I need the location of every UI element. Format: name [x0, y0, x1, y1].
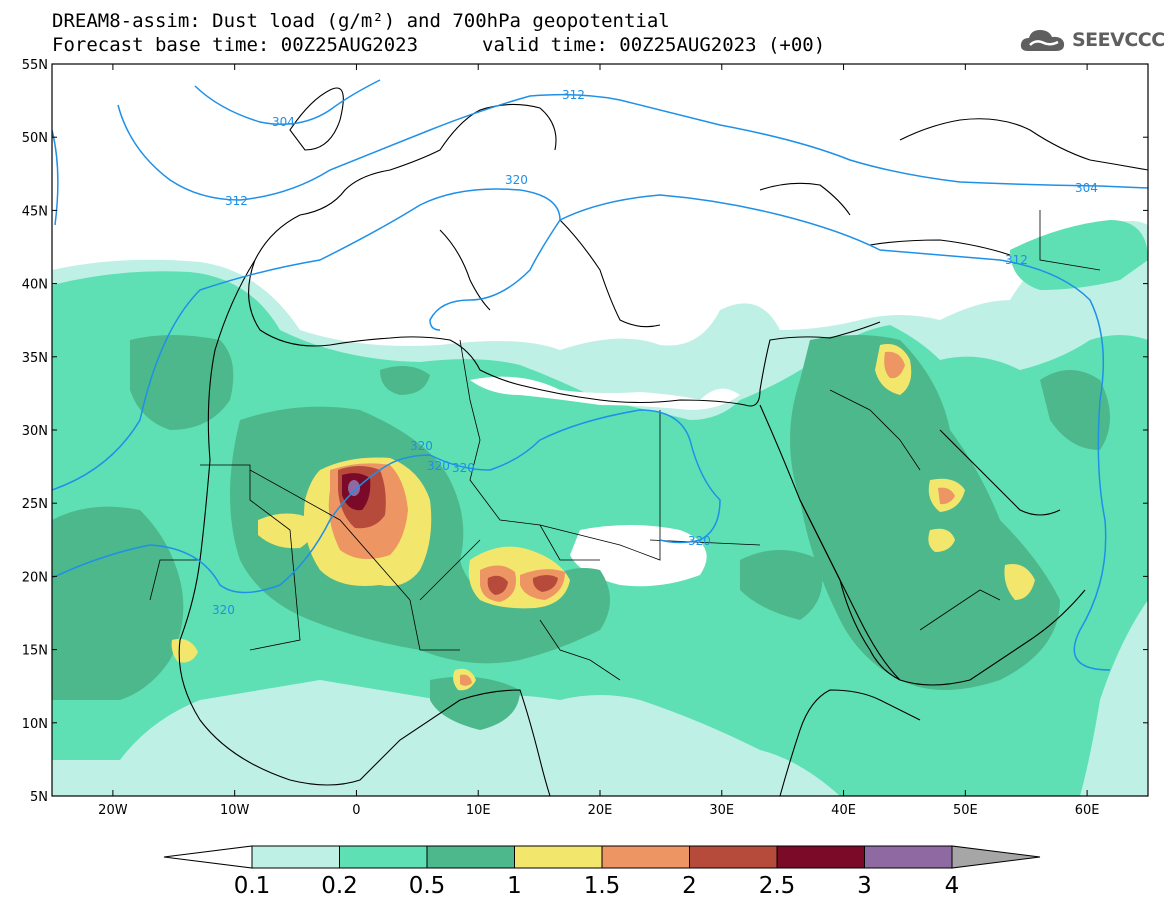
contour-label: 320: [212, 603, 235, 617]
lon-tick-label: 60E: [1075, 803, 1100, 818]
colorbar-label: 0.2: [321, 873, 358, 899]
colorbar-swatch: [514, 845, 603, 869]
colorbar-swatch: [426, 845, 515, 869]
colorbar-arrow-left: [163, 845, 253, 869]
contour-label: 312: [1005, 253, 1028, 267]
colorbar-label: 2: [682, 873, 697, 899]
contour-label: 312: [225, 194, 248, 208]
lon-tick-label: 50E: [953, 803, 978, 818]
lat-tick-label: 45N: [22, 204, 48, 219]
base-time: Forecast base time: 00Z25AUG2023: [52, 34, 419, 56]
latitude-axis: 55N 50N 45N 40N 35N 30N 25N 20N 15N 10N 5N: [22, 58, 1148, 805]
colorbar-label: 1.5: [584, 873, 621, 899]
longitude-axis: 20W 10W 0 10E 20E 30E 40E 50E 60E: [98, 64, 1099, 818]
valid-time: valid time: 00Z25AUG2023 (+00): [482, 34, 826, 56]
colorbar-swatch: [864, 845, 953, 869]
lat-tick-label: 5N: [30, 790, 48, 805]
colorbar-swatch: [339, 845, 428, 869]
lat-tick-label: 55N: [22, 58, 48, 73]
colorbar-label: 1: [507, 873, 522, 899]
seevccc-logo: SEEVCCC: [1018, 24, 1165, 56]
contour-label: 304: [272, 115, 295, 129]
colorbar-swatch: [776, 845, 865, 869]
coastlines: [178, 87, 1148, 796]
lat-tick-label: 25N: [22, 497, 48, 512]
lon-tick-label: 0: [352, 803, 360, 818]
cloud-icon: [1020, 30, 1065, 51]
colorbar: 0.1 0.2 0.5 1 1.5 2 2.5 3 4: [163, 845, 1041, 899]
lat-tick-label: 30N: [22, 424, 48, 439]
colorbar-label: 0.1: [234, 873, 271, 899]
lon-tick-label: 40E: [831, 803, 856, 818]
lat-tick-label: 50N: [22, 131, 48, 146]
lon-tick-label: 20W: [98, 803, 128, 818]
colorbar-arrow-right: [951, 845, 1041, 869]
colorbar-swatch: [689, 845, 778, 869]
contour-label: 304: [1075, 181, 1098, 195]
lat-tick-label: 10N: [22, 717, 48, 732]
colorbar-swatch: [601, 845, 690, 869]
colorbar-label: 3: [857, 873, 872, 899]
lat-tick-label: 20N: [22, 570, 48, 585]
contour-labels: 304 312 320 312 320 320 320 320 320 312 …: [212, 88, 1098, 617]
contour-label: 320: [688, 534, 711, 548]
country-borders: [149, 210, 1101, 681]
colorbar-label: 0.5: [409, 873, 446, 899]
lat-tick-label: 15N: [22, 644, 48, 659]
lon-tick-label: 20E: [588, 803, 613, 818]
colorbar-label: 4: [945, 873, 960, 899]
colorbar-label: 2.5: [759, 873, 796, 899]
lon-tick-label: 10E: [466, 803, 491, 818]
contour-label: 320: [410, 439, 433, 453]
contour-label: 320: [427, 459, 450, 473]
dust-level-3: [348, 480, 360, 496]
geopotential-contours: [52, 79, 1148, 671]
lat-tick-label: 35N: [22, 351, 48, 366]
contour-label: 320: [452, 461, 475, 475]
logo-text: SEEVCCC: [1072, 29, 1165, 51]
map-title: DREAM8-assim: Dust load (g/m²) and 700hP…: [52, 10, 670, 32]
colorbar-swatch: [251, 845, 340, 869]
lat-tick-label: 40N: [22, 278, 48, 293]
lon-tick-label: 30E: [709, 803, 734, 818]
contour-label: 320: [505, 173, 528, 187]
lon-tick-label: 10W: [220, 803, 250, 818]
contour-label: 312: [562, 88, 585, 102]
